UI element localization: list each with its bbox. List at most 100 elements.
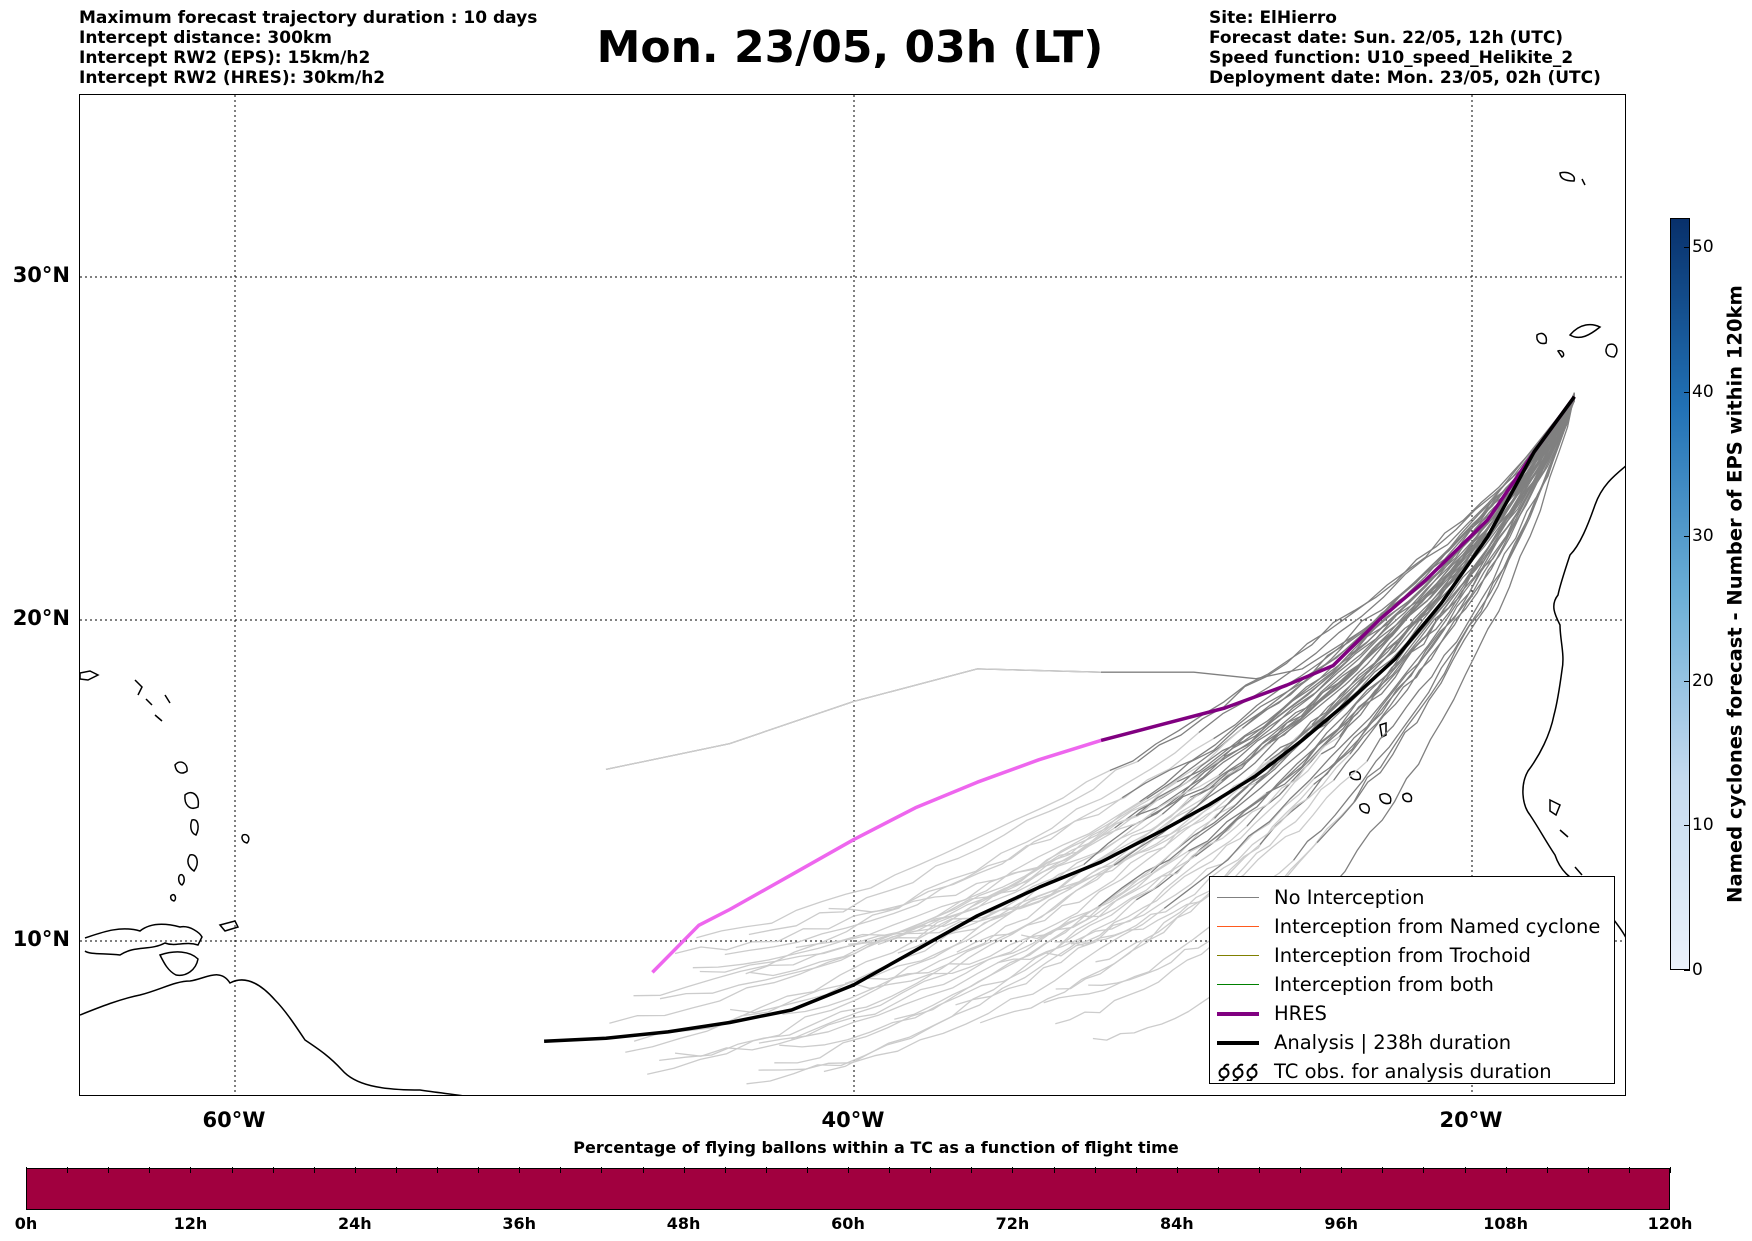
flight-time-tick-mark [1505,1167,1507,1173]
legend-item-hres: HRES [1210,999,1614,1028]
flight-time-tick-mark [1259,1167,1260,1173]
island-cape-verde-1 [1379,792,1392,805]
ensemble-trajectory-late [1121,400,1575,799]
colorbar-tick-label: 10 [1692,815,1714,836]
ensemble-trajectory-early [647,863,1084,1075]
island-canaries-3 [1605,343,1618,358]
hres-trajectory-early [651,738,1102,974]
trajectories [544,392,1576,1085]
ensemble-trajectory-late [1349,392,1576,755]
island-leewards [80,670,171,722]
flight-time-tick-label: 36h [502,1214,537,1233]
legend-item-both: Interception from both [1210,970,1614,999]
flight-time-tick-mark [765,1167,767,1173]
ensemble-trajectory-late [1135,394,1576,901]
ensemble-trajectory-early [696,769,1111,939]
flight-time-tick-mark [437,1167,438,1173]
colorbar-label: Named cyclones forecast - Number of EPS … [1723,285,1747,903]
ensemble-trajectory-early [749,755,1225,977]
legend-item-analysis: Analysis | 238h duration [1210,1028,1614,1057]
colorbar-tick-mark [1684,970,1690,971]
flight-time-tick-mark [724,1167,726,1173]
flight-time-tick-mark [1341,1167,1343,1173]
ensemble-trajectory-late [1097,397,1575,908]
island-st-lucia [177,873,185,886]
ensemble-trajectory-late [1316,393,1576,844]
ensemble-trajectory-early [609,801,1140,1024]
flight-time-tick-label: 48h [666,1214,701,1233]
flight-time-tick-mark [1053,1167,1055,1173]
colorbar-tick-mark [1684,680,1690,682]
legend-line-analysis [1217,1040,1259,1045]
legend-label: Interception from Named cyclone [1274,915,1601,938]
ensemble-trajectory-early [779,855,1196,1048]
legend-item-named-cyclone: Interception from Named cyclone [1210,912,1614,941]
flight-time-tick-mark [1135,1167,1137,1173]
flight-time-tick-mark [930,1167,932,1173]
flight-time-tick-mark [1094,1167,1096,1173]
header-line: Deployment date: Mon. 23/05, 02h (UTC) [1209,68,1601,88]
flight-time-tick-mark [1423,1167,1425,1173]
flight-time-tick-mark [26,1167,27,1173]
flight-time-tick-mark [395,1167,397,1173]
trajectory-map[interactable] [79,94,1626,1096]
coastline-gulf-paria [84,923,203,956]
flight-time-tick-mark [806,1167,808,1173]
header-line: Maximum forecast trajectory duration : 1… [79,8,538,28]
flight-time-tick-mark [1546,1167,1548,1173]
header-line: Speed function: U10_speed_Helikite_2 [1209,48,1574,68]
map-title: Mon. 23/05, 03h (LT) [596,22,1104,73]
flight-time-tick-mark [1464,1167,1466,1173]
legend-line-named-cyclone [1217,926,1259,927]
ensemble-trajectory-late [1109,399,1575,772]
island-trinidad [158,951,199,977]
flight-time-tick-mark [354,1167,356,1173]
colorbar-tick-label: 20 [1692,670,1714,691]
island-canaries-4 [1556,349,1565,358]
ensemble-trajectory-early [795,813,1163,949]
legend-line-no-interception [1217,897,1259,898]
lon-label-60w: 60°W [202,1108,266,1132]
colorbar-tick-mark [1684,391,1690,393]
flight-time-tick-mark [272,1167,274,1173]
flight-time-tick-label: 24h [337,1214,372,1233]
lon-label-20w: 20°W [1439,1108,1503,1132]
ensemble-trajectory-early [1045,753,1351,957]
header-line: Intercept RW2 (HRES): 30km/h2 [79,68,386,88]
ensemble-trajectory-early [758,907,1165,1071]
flight-time-tick-mark [1670,1167,1671,1173]
flight-time-bar-title: Percentage of flying ballons within a TC… [573,1138,1179,1157]
flight-time-tick-mark [478,1167,480,1173]
header-line: Forecast date: Sun. 22/05, 12h (UTC) [1209,28,1564,48]
island-cape-verde-3 [1359,802,1371,814]
legend-line-trochoid [1217,955,1259,956]
flight-time-tick-mark [848,1167,849,1173]
flight-time-tick-label: 120h [1647,1214,1693,1233]
island-cape-verde-5 [1379,721,1387,739]
colorbar-tick-label: 40 [1692,381,1714,402]
flight-time-tick-label: 108h [1483,1214,1528,1233]
colorbar-tick-mark [1684,825,1690,827]
flight-time-tick-mark [231,1167,233,1173]
legend-item-no-interception: No Interception [1210,883,1614,912]
lon-label-40w: 40°W [821,1108,885,1132]
ensemble-trajectory-late [1195,396,1575,857]
map-canvas [80,95,1625,1095]
flight-time-tick-mark [1012,1167,1014,1173]
island-madeira [1559,171,1586,186]
colorbar-tick-label: 30 [1692,526,1714,547]
analysis-trajectory [544,395,1576,1044]
flight-time-tick-mark [971,1167,973,1173]
legend-label: HRES [1274,1002,1327,1025]
ensemble-trajectory-late [1137,394,1575,763]
ensemble-trajectory-late [1366,396,1576,762]
flight-time-tick-mark [190,1167,192,1173]
ensemble-trajectory-late [1333,397,1576,781]
ensemble-trajectory-late [1319,394,1576,898]
flight-time-tick-mark [642,1167,644,1173]
flight-time-tick-label: 0h [14,1214,38,1233]
ensemble-trajectory-late [1161,392,1576,815]
flight-time-tick-label: 60h [831,1214,865,1233]
legend-item-trochoid: Interception from Trochoid [1210,941,1614,970]
flight-time-tick-label: 84h [1159,1214,1194,1233]
